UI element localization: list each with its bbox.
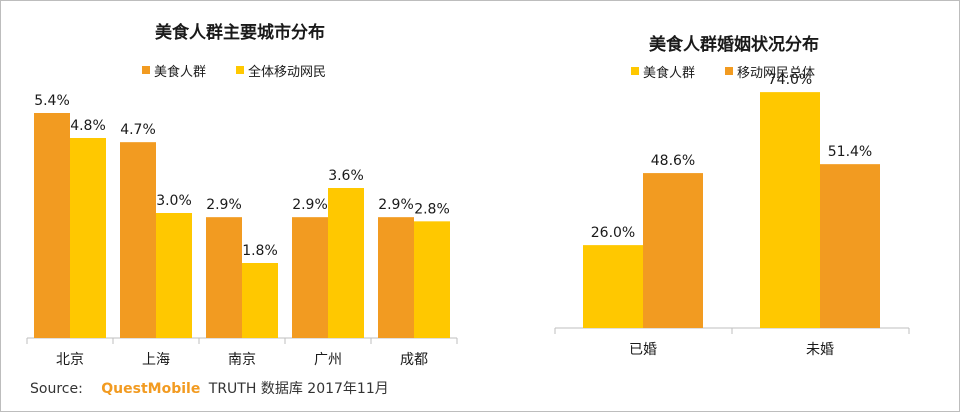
chart2-data-label: 26.0% bbox=[591, 225, 635, 241]
chart1-bar bbox=[328, 188, 364, 338]
chart2-legend-swatch-series2 bbox=[725, 67, 733, 75]
source-note: Source: QuestMobile TRUTH 数据库 2017年11月 bbox=[30, 378, 389, 398]
chart1-category-label: 北京 bbox=[56, 352, 84, 368]
chart1-bar bbox=[414, 221, 450, 338]
chart2-data-label: 51.4% bbox=[828, 144, 872, 160]
chart2-bar bbox=[760, 92, 820, 328]
chart1-legend-label-series2: 全体移动网民 bbox=[248, 64, 326, 80]
chart2-bar bbox=[643, 173, 703, 328]
chart2-category-label: 已婚 bbox=[629, 342, 657, 358]
chart1-data-label: 2.9% bbox=[206, 197, 242, 213]
chart1-data-label: 5.4% bbox=[34, 93, 70, 109]
chart1-data-label: 4.8% bbox=[70, 118, 106, 134]
chart2-title: 美食人群婚姻状况分布 bbox=[649, 34, 819, 55]
chart1-bar bbox=[156, 213, 192, 338]
chart1-bar bbox=[70, 138, 106, 338]
chart2-plot-area: 26.0% 48.6% 已婚 74.0% 51.4% 未婚 bbox=[554, 72, 910, 358]
chart2-legend-label-series1: 美食人群 bbox=[643, 65, 695, 81]
chart1-category-label: 南京 bbox=[228, 352, 256, 368]
chart1-bar bbox=[34, 113, 70, 338]
chart1-data-label: 2.9% bbox=[292, 197, 328, 213]
chart1-data-label: 2.8% bbox=[414, 201, 450, 217]
chart1-bar bbox=[242, 263, 278, 338]
chart2-bar bbox=[583, 245, 643, 328]
chart2-data-label: 74.0% bbox=[768, 72, 812, 88]
chart1-legend-swatch-series2 bbox=[236, 66, 244, 74]
chart1-category-label: 广州 bbox=[314, 352, 342, 368]
chart1-plot-area: 5.4%4.8%北京4.7%3.0%上海2.9%1.8%南京2.9%3.6%广州… bbox=[26, 93, 458, 368]
chart1-title: 美食人群主要城市分布 bbox=[155, 22, 325, 43]
chart1-legend-swatch-series1 bbox=[142, 66, 150, 74]
source-brand: QuestMobile bbox=[101, 381, 201, 397]
chart1-data-label: 1.8% bbox=[242, 243, 278, 259]
chart2-legend-label-series2: 移动网民总体 bbox=[737, 66, 815, 81]
chart1-bar bbox=[120, 142, 156, 338]
chart1-data-label: 4.7% bbox=[120, 122, 156, 138]
chart1-bar bbox=[206, 217, 242, 338]
chart1-data-label: 2.9% bbox=[378, 197, 414, 213]
chart2-bar bbox=[820, 164, 880, 328]
chart1-bar bbox=[378, 217, 414, 338]
chart1-data-label: 3.0% bbox=[156, 193, 192, 209]
chart1-data-label: 3.6% bbox=[328, 168, 364, 184]
chart2-data-label: 48.6% bbox=[651, 153, 695, 169]
chart1-legend-label-series1: 美食人群 bbox=[154, 64, 206, 80]
chart1-category-label: 成都 bbox=[400, 352, 428, 368]
chart1-bar bbox=[292, 217, 328, 338]
chart1-category-label: 上海 bbox=[142, 352, 170, 368]
chart2-category-label: 未婚 bbox=[806, 342, 834, 358]
source-label: Source: bbox=[30, 381, 83, 397]
source-detail: TRUTH 数据库 2017年11月 bbox=[208, 381, 389, 397]
chart2-legend-swatch-series1 bbox=[631, 67, 639, 75]
